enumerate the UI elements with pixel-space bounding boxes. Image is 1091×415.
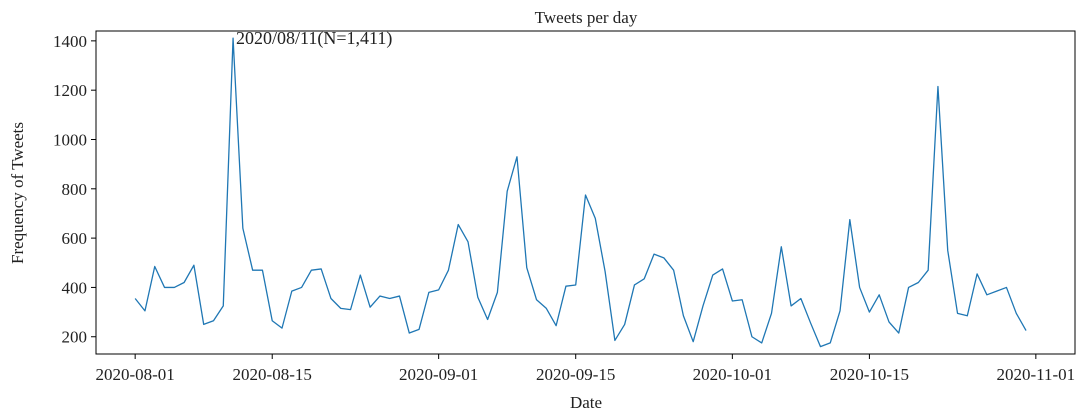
- y-tick-label: 1200: [53, 81, 87, 100]
- y-tick-label: 200: [62, 328, 88, 347]
- x-tick-label: 2020-09-01: [399, 365, 478, 384]
- x-axis: 2020-08-01 2020-08-15 2020-09-01 2020-09-15…: [95, 354, 1075, 384]
- x-axis-title: Date: [570, 393, 602, 412]
- y-axis: 200 400 600 800 1000 1200 1400: [53, 32, 96, 347]
- x-tick-label: 2020-08-15: [233, 365, 312, 384]
- chart-title: Tweets per day: [535, 8, 638, 27]
- y-tick-label: 1000: [53, 130, 87, 149]
- x-tick-label: 2020-08-01: [95, 365, 174, 384]
- x-tick-label: 2020-11-01: [996, 365, 1075, 384]
- plot-frame: [95, 30, 1076, 355]
- x-tick-label: 2020-09-15: [536, 365, 615, 384]
- peak-annotation: 2020/08/11(N=1,411): [236, 28, 392, 49]
- y-tick-label: 1400: [53, 32, 87, 51]
- x-tick-label: 2020-10-15: [830, 365, 909, 384]
- y-tick-label: 600: [62, 229, 88, 248]
- x-tick-label: 2020-10-01: [693, 365, 772, 384]
- series-line: [134, 37, 1027, 348]
- y-tick-label: 800: [62, 180, 88, 199]
- y-axis-title: Frequency of Tweets: [8, 122, 27, 264]
- y-tick-label: 400: [62, 278, 88, 297]
- series-layer: [134, 37, 1027, 348]
